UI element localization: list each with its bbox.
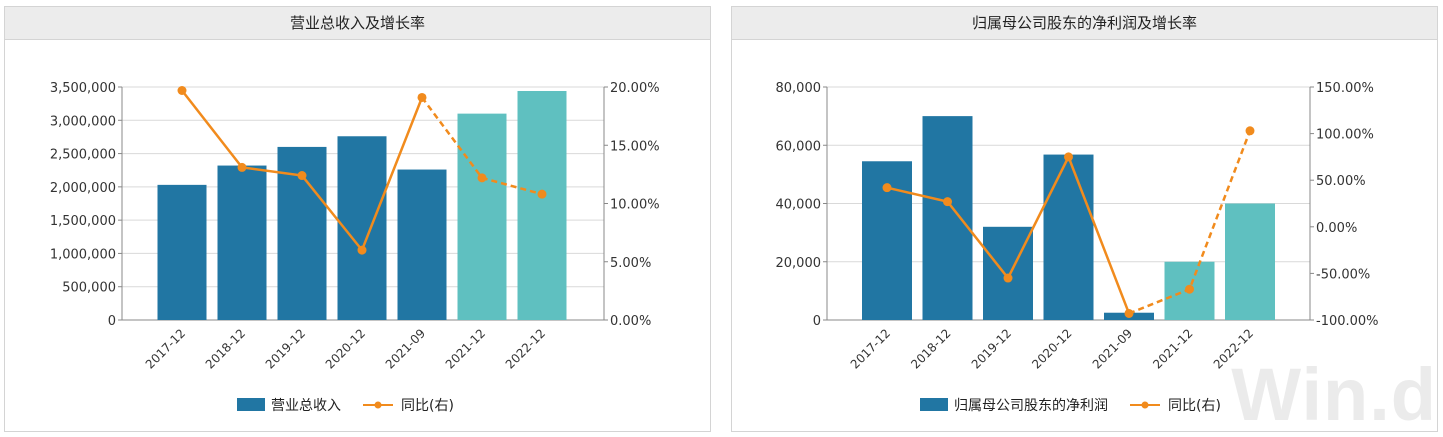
x-tick-label: 2019-12 bbox=[263, 326, 308, 371]
y-tick-label-left: 2,000,000 bbox=[50, 181, 116, 196]
y-tick-label-left: 1,500,000 bbox=[50, 214, 116, 229]
x-tick-label: 2022-12 bbox=[503, 326, 548, 371]
line-point bbox=[537, 189, 547, 199]
x-tick-label: 2018-12 bbox=[908, 326, 953, 371]
legend-line-marker bbox=[374, 401, 382, 409]
legend-label: 归属母公司股东的净利润 bbox=[954, 397, 1108, 414]
x-tick-label: 2021-09 bbox=[383, 326, 428, 371]
y-tick-label-right: 50.00% bbox=[1316, 174, 1366, 189]
line-point bbox=[882, 183, 892, 193]
x-tick-label: 2017-12 bbox=[143, 326, 188, 371]
legend-label: 同比(右) bbox=[1168, 398, 1221, 414]
y-tick-label-left: 80,000 bbox=[776, 81, 822, 96]
x-tick-label: 2018-12 bbox=[203, 326, 248, 371]
x-tick-label: 2017-12 bbox=[848, 326, 893, 371]
bar bbox=[157, 184, 207, 320]
revenue-chart: 0 500,000 1,000,000 1,500,000 2,000,000 2,500… bbox=[50, 81, 660, 414]
x-tick-label: 2020-12 bbox=[1029, 326, 1074, 371]
y-tick-label-left: 2,500,000 bbox=[50, 148, 116, 163]
bar bbox=[517, 90, 567, 320]
revenue-chart-panel: 营业总收入及增长率 0 500,000 1,000,000 1,500,000 2,00… bbox=[4, 6, 711, 432]
watermark-logo: Win.d bbox=[1231, 353, 1437, 436]
line-point bbox=[1245, 126, 1255, 136]
legend-label: 同比(右) bbox=[401, 398, 454, 414]
chart-title: 营业总收入及增长率 bbox=[5, 7, 710, 40]
y-tick-label-right: 0.00% bbox=[610, 314, 651, 329]
line-point bbox=[477, 173, 487, 183]
bar bbox=[1043, 154, 1094, 320]
y-tick-label-right: 10.00% bbox=[610, 198, 660, 213]
net-profit-chart-panel: 归属母公司股东的净利润及增长率 0 20,000 40,000 60,000 80,00… bbox=[731, 6, 1438, 432]
line-point bbox=[1003, 273, 1013, 283]
y-tick-label-left: 0 bbox=[108, 314, 116, 329]
y-tick-label-right: 150.00% bbox=[1316, 81, 1374, 96]
y-tick-label-right: -50.00% bbox=[1316, 267, 1370, 282]
y-tick-label-left: 3,000,000 bbox=[50, 114, 116, 129]
line-point bbox=[417, 92, 427, 102]
y-tick-label-left: 0 bbox=[813, 314, 821, 329]
bar bbox=[457, 113, 507, 320]
y-tick-label-right: 20.00% bbox=[610, 81, 660, 96]
x-tick-label: 2021-12 bbox=[443, 326, 488, 371]
x-tick-label: 2021-12 bbox=[1150, 326, 1195, 371]
y-tick-label-left: 1,000,000 bbox=[50, 247, 116, 262]
line-point bbox=[1124, 308, 1134, 318]
line-point bbox=[943, 197, 952, 207]
y-tick-label-right: 5.00% bbox=[610, 256, 651, 271]
x-tick-label: 2021-09 bbox=[1090, 326, 1135, 371]
y-tick-label-left: 40,000 bbox=[776, 198, 822, 213]
y-tick-label-left: 60,000 bbox=[776, 139, 822, 154]
legend-label: 营业总收入 bbox=[271, 398, 341, 414]
line-point bbox=[357, 245, 367, 255]
y-tick-label-left: 500,000 bbox=[62, 281, 116, 296]
line-point bbox=[297, 171, 307, 181]
bar bbox=[922, 116, 973, 320]
line-point bbox=[237, 162, 247, 172]
bar bbox=[217, 165, 267, 320]
y-tick-label-right: -100.00% bbox=[1316, 314, 1379, 329]
legend-bar-swatch bbox=[920, 398, 948, 411]
line-point bbox=[1064, 152, 1073, 162]
y-tick-label-right: 100.00% bbox=[1316, 128, 1374, 143]
chart-title: 归属母公司股东的净利润及增长率 bbox=[732, 7, 1437, 40]
y-tick-label-right: 0.00% bbox=[1316, 221, 1357, 236]
x-tick-label: 2019-12 bbox=[969, 326, 1014, 371]
y-tick-label-left: 20,000 bbox=[776, 256, 822, 271]
bar bbox=[1225, 203, 1275, 320]
x-tick-label: 2020-12 bbox=[323, 326, 368, 371]
y-tick-label-left: 3,500,000 bbox=[50, 81, 116, 96]
legend-line-marker bbox=[1141, 401, 1149, 409]
net-profit-chart: 0 20,000 40,000 60,000 80,000 -100.00% -50.00%… bbox=[776, 81, 1379, 414]
line-point bbox=[177, 85, 187, 95]
line-point bbox=[1185, 284, 1194, 294]
bar bbox=[397, 169, 447, 320]
y-tick-label-right: 15.00% bbox=[610, 139, 660, 154]
legend-bar-swatch bbox=[237, 398, 265, 411]
